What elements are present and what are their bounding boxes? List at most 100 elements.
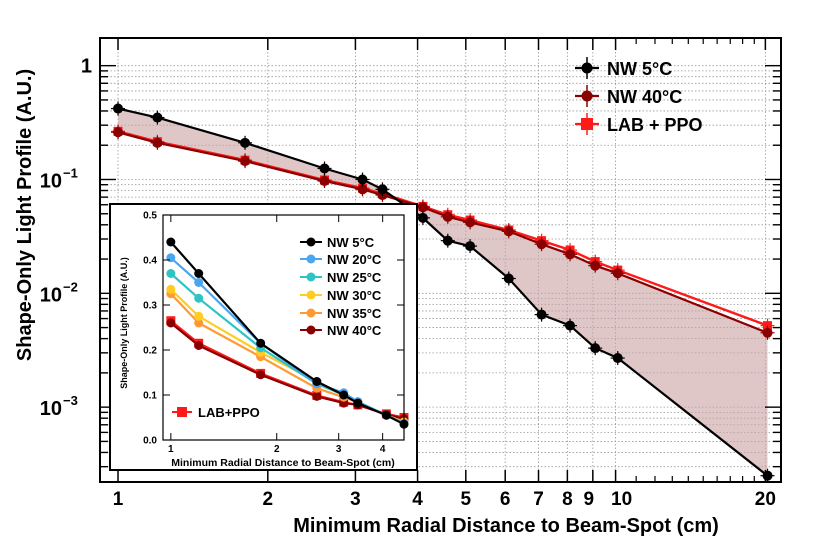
- data-point-nw-5-c: [240, 137, 251, 148]
- legend-item-lab-ppo: LAB + PPO: [575, 113, 703, 135]
- inset-series-nw-5-c: [166, 237, 409, 429]
- legend-item-nw-40-c: NW 40°C: [575, 85, 682, 107]
- data-point-nw-5-c: [503, 273, 514, 284]
- legend-marker: [581, 90, 593, 102]
- main-y-axis-label: Shape-Only Light Profile (A.U.): [14, 69, 36, 361]
- series-nw-40-c: [111, 125, 775, 340]
- x-tick-label: 3: [350, 489, 361, 510]
- y-tick-label: 10: [40, 284, 62, 306]
- x-tick-label: 10: [611, 489, 632, 510]
- main-frame: [99, 37, 782, 483]
- data-point-nw-40-c: [590, 260, 601, 271]
- series-nw-5-c: [111, 101, 775, 483]
- inset-point-nw-40-c: [312, 391, 322, 401]
- inset-point-nw-5-c: [312, 377, 322, 386]
- data-point-nw-40-c: [240, 156, 251, 167]
- inset-point-nw-20-c: [166, 253, 176, 263]
- inset-y-tick-label: 0.5: [143, 211, 157, 222]
- x-tick-label: 5: [461, 489, 472, 510]
- main-x-axis-label: Minimum Radial Distance to Beam-Spot (cm…: [293, 515, 719, 537]
- inset-legend-marker: [306, 254, 316, 264]
- legend-marker: [581, 118, 593, 130]
- inset-legend-label: NW 35°C: [327, 306, 382, 321]
- inset-ticks: [163, 214, 404, 441]
- inset-point-nw-25-c: [194, 293, 204, 303]
- data-point-nw-5-c: [612, 353, 623, 364]
- shaded-band: [118, 108, 768, 476]
- inset-point-nw-25-c: [166, 269, 176, 278]
- inset-x-axis-label: Minimum Radial Distance to Beam-Spot (cm…: [171, 457, 394, 469]
- inset-legend-label: NW 25°C: [327, 270, 382, 285]
- inset-x-tick-label: 2: [274, 444, 280, 455]
- inset-point-nw-20-c: [194, 278, 204, 287]
- x-tick-label: 9: [584, 489, 595, 510]
- inset-legend-item-nw-25-c: NW 25°C: [300, 270, 382, 285]
- inset-legend-item-nw-5-c: NW 5°C: [300, 235, 375, 250]
- inset-legend-marker: [177, 407, 187, 417]
- inset-legend-label: NW 5°C: [327, 235, 375, 250]
- legend-label: NW 5°C: [607, 59, 672, 79]
- inset-legend-label: NW 40°C: [327, 323, 382, 338]
- inset-y-tick-label: 0.2: [143, 346, 157, 357]
- inset-y-axis-label: Shape-Only Light Profile (A.U.): [119, 257, 129, 389]
- inset-y-tick-label: 0.0: [143, 436, 157, 447]
- y-tick-label: 10: [40, 170, 62, 192]
- data-point-nw-5-c: [590, 343, 601, 354]
- data-point-nw-5-c: [417, 212, 428, 223]
- data-point-nw-40-c: [442, 211, 453, 222]
- inset-point-nw-5-c: [194, 269, 204, 278]
- data-point-nw-40-c: [357, 184, 368, 195]
- x-tick-label: 6: [500, 489, 511, 510]
- data-point-nw-5-c: [113, 103, 124, 114]
- inset-legend-item-lab-ppo: LAB+PPO: [172, 405, 260, 420]
- inset-x-tick-label: 3: [336, 444, 342, 455]
- inset-legend-marker: [306, 237, 316, 247]
- data-point-nw-5-c: [565, 320, 576, 331]
- inset-x-tick-label: 4: [380, 444, 386, 455]
- data-point-nw-40-c: [152, 137, 163, 148]
- x-tick-label: 2: [263, 489, 274, 510]
- legend-marker: [581, 62, 593, 74]
- inset-point-nw-5-c: [166, 237, 176, 247]
- data-point-nw-5-c: [319, 163, 330, 174]
- data-point-nw-5-c: [536, 309, 547, 320]
- main-ticks: [100, 38, 781, 482]
- inset-legend-label: NW 30°C: [327, 288, 382, 303]
- inset-point-nw-5-c: [339, 390, 349, 400]
- inset-point-nw-40-c: [194, 341, 204, 350]
- inset-point-nw-35-c: [194, 318, 204, 328]
- legend-label: LAB + PPO: [607, 115, 703, 135]
- inset-background: [109, 203, 418, 471]
- inset-plot: 1 2 3 4 0.0 0.1 0.2 0.3 0.4 0.5 Minimum Radial Dis…: [109, 203, 418, 471]
- inset-y-tick-label: 0.4: [143, 256, 157, 267]
- inset-legend-item-nw-20-c: NW 20°C: [300, 252, 382, 267]
- inset-legend-item-nw-35-c: NW 35°C: [300, 306, 382, 321]
- inset-x-tick-label: 1: [168, 444, 174, 455]
- data-point-lab-ppo: [763, 321, 773, 331]
- data-point-nw-5-c: [442, 235, 453, 246]
- inset-point-nw-30-c: [166, 284, 176, 294]
- data-point-nw-40-c: [319, 175, 330, 186]
- inset-frame: [162, 214, 405, 441]
- inset-legend-label: LAB+PPO: [198, 405, 260, 420]
- inset-y-tick-label: 0.1: [143, 391, 157, 402]
- inset-legend-marker: [306, 325, 316, 335]
- inset-legend-item-nw-40-c: NW 40°C: [300, 323, 382, 338]
- inset-y-tick-label: 0.3: [143, 301, 157, 312]
- inset-point-nw-30-c: [194, 311, 204, 321]
- legend-item-nw-5-c: NW 5°C: [575, 57, 672, 79]
- legend-label: NW 40°C: [607, 87, 682, 107]
- data-point-nw-40-c: [113, 127, 124, 138]
- data-point-nw-40-c: [465, 217, 476, 228]
- inset-point-nw-40-c: [256, 370, 266, 380]
- data-point-nw-5-c: [152, 112, 163, 123]
- y-tick-exponent: −2: [63, 279, 78, 294]
- data-point-nw-40-c: [536, 239, 547, 250]
- inset-line-nw-5-c: [169, 241, 405, 426]
- inset-legend-marker: [306, 272, 316, 282]
- y-tick-label: 1: [81, 56, 92, 78]
- y-tick-label: 10: [40, 398, 62, 420]
- y-tick-exponent: −1: [63, 165, 78, 180]
- x-tick-label: 20: [755, 489, 776, 510]
